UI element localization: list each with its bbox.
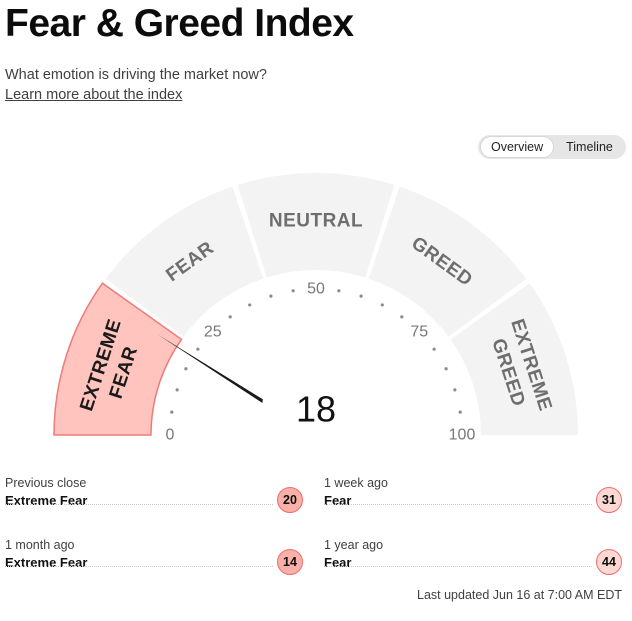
scale-dot bbox=[432, 347, 436, 351]
scale-dot bbox=[175, 388, 179, 392]
month-ago-rating: Extreme Fear bbox=[5, 555, 88, 570]
scale-dot bbox=[196, 347, 200, 351]
timeline-tab[interactable]: Timeline bbox=[566, 140, 613, 154]
previous-close-rating: Extreme Fear bbox=[5, 493, 88, 508]
gauge-zone-neutral bbox=[237, 173, 395, 278]
view-toggle: Overview Timeline bbox=[478, 135, 626, 159]
scale-dot bbox=[170, 410, 174, 414]
scale-dot bbox=[400, 315, 404, 319]
year-ago-rating: Fear bbox=[324, 555, 352, 570]
month-ago-value: 14 bbox=[277, 549, 303, 575]
dotted-leader bbox=[324, 504, 592, 505]
gauge-hub bbox=[262, 355, 370, 450]
scale-dot bbox=[359, 294, 363, 298]
week-ago-stat: 1 week ago Fear 31 bbox=[324, 476, 622, 524]
dotted-leader bbox=[324, 566, 592, 567]
month-ago-label: 1 month ago bbox=[5, 538, 75, 552]
year-ago-stat: 1 year ago Fear 44 bbox=[324, 538, 622, 586]
scale-dot bbox=[184, 367, 188, 371]
scale-label-50: 50 bbox=[307, 281, 325, 298]
week-ago-value: 31 bbox=[596, 487, 622, 513]
last-updated: Last updated Jun 16 at 7:00 AM EDT bbox=[417, 588, 622, 602]
scale-label-75: 75 bbox=[410, 323, 428, 340]
gauge-zone-extreme-fear bbox=[53, 282, 183, 436]
scale-label-100: 100 bbox=[449, 427, 476, 444]
scale-label-0: 0 bbox=[166, 427, 175, 444]
scale-dot bbox=[458, 410, 462, 414]
scale-dot bbox=[380, 303, 384, 307]
year-ago-value: 44 bbox=[596, 549, 622, 575]
dotted-leader bbox=[5, 566, 273, 567]
overview-tab[interactable]: Overview bbox=[480, 136, 555, 158]
year-ago-label: 1 year ago bbox=[324, 538, 384, 552]
gauge-value: 18 bbox=[296, 389, 336, 430]
week-ago-rating: Fear bbox=[324, 493, 352, 508]
fear-greed-gauge: EXTREMEFEARFEARNEUTRALGREEDEXTREMEGREED … bbox=[53, 173, 578, 450]
page-subtitle: What emotion is driving the market now? bbox=[5, 67, 267, 83]
gauge-zone-greed bbox=[368, 186, 527, 337]
dotted-leader bbox=[5, 504, 273, 505]
scale-dot bbox=[248, 303, 252, 307]
scale-label-25: 25 bbox=[204, 323, 222, 340]
scale-dot bbox=[444, 367, 448, 371]
previous-close-label: Previous close bbox=[5, 476, 87, 490]
week-ago-label: 1 week ago bbox=[324, 476, 388, 490]
page-title: Fear & Greed Index bbox=[5, 2, 354, 45]
month-ago-stat: 1 month ago Extreme Fear 14 bbox=[5, 538, 303, 586]
learn-more-link[interactable]: Learn more about the index bbox=[5, 87, 183, 103]
scale-dot bbox=[453, 388, 457, 392]
gauge-zone-extreme-greed bbox=[450, 283, 578, 435]
scale-dot bbox=[228, 315, 232, 319]
scale-dot bbox=[269, 294, 273, 298]
scale-dot bbox=[291, 289, 295, 293]
gauge-zone-fear bbox=[105, 186, 264, 337]
gauge-zone-label-neutral: NEUTRAL bbox=[269, 211, 363, 232]
previous-close-value: 20 bbox=[277, 487, 303, 513]
previous-close-stat: Previous close Extreme Fear 20 bbox=[5, 476, 303, 524]
scale-dot bbox=[337, 289, 341, 293]
